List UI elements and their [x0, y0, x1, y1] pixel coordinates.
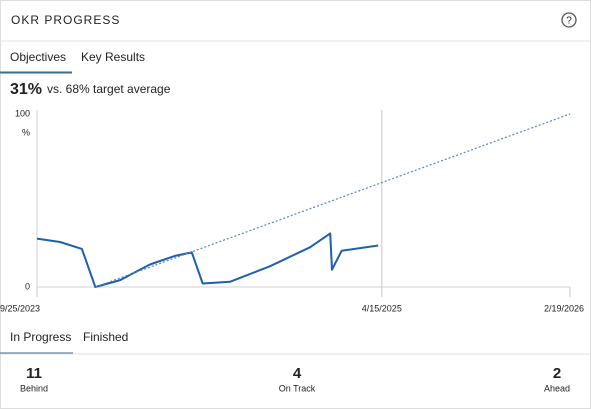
- target-line: [95, 113, 571, 288]
- tab[interactable]: In Progress: [10, 330, 71, 344]
- summary-text: vs. 68% target average: [47, 82, 171, 96]
- help-icon-text[interactable]: ?: [566, 16, 572, 27]
- chart: % 0 100 9/25/2023 4/15/2025 2/19/2026: [0, 108, 584, 313]
- summary-value: 31%: [10, 81, 42, 98]
- help-icon[interactable]: [561, 12, 577, 28]
- x-tick-label: 4/15/2025: [362, 303, 402, 313]
- widget-title: OKR PROGRESS: [11, 13, 120, 27]
- x-tick-label: 9/25/2023: [0, 303, 40, 313]
- stat-label: Ahead: [544, 383, 570, 393]
- progress-line: [36, 232, 379, 288]
- stat-value: 11: [26, 365, 42, 382]
- y-tick-label: 100: [15, 108, 30, 118]
- tab[interactable]: Objectives: [10, 50, 66, 64]
- tab[interactable]: Key Results: [81, 50, 145, 64]
- x-tick-label: 2/19/2026: [544, 303, 584, 313]
- y-axis-label: %: [22, 127, 30, 137]
- stat-value: 2: [553, 365, 561, 382]
- stat-label: Behind: [20, 383, 48, 393]
- stat-label: On Track: [279, 383, 316, 393]
- stat-value: 4: [293, 365, 302, 382]
- y-tick-label: 0: [25, 281, 30, 291]
- tab[interactable]: Finished: [83, 330, 128, 344]
